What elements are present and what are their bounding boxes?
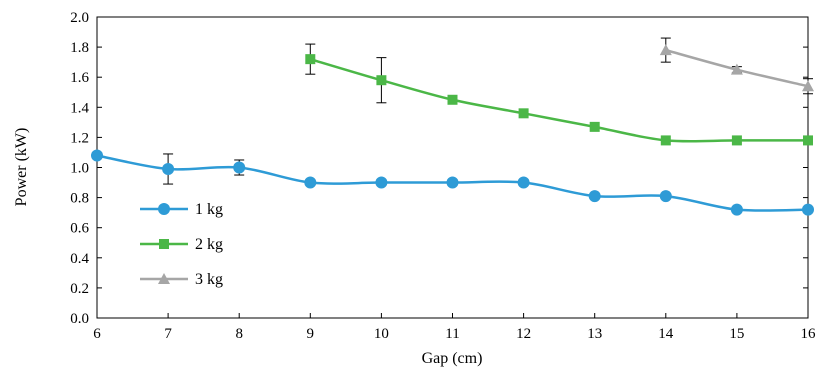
x-tick-label: 13 [587, 326, 602, 342]
data-point [162, 163, 175, 176]
x-tick-label: 10 [374, 326, 389, 342]
y-tick-label: 0.4 [70, 251, 89, 267]
x-tick-label: 6 [93, 326, 101, 342]
y-tick-label: 1.4 [70, 100, 89, 116]
legend-marker [159, 239, 169, 249]
legend-marker [158, 273, 170, 284]
data-point [803, 135, 813, 146]
data-point [731, 135, 742, 146]
x-tick-label: 9 [307, 326, 315, 342]
data-point [233, 161, 246, 174]
x-tick-label: 12 [516, 326, 531, 342]
data-point [659, 44, 672, 56]
data-point [802, 80, 814, 92]
data-point [91, 149, 103, 162]
data-point [305, 54, 316, 65]
x-tick-label: 14 [658, 326, 674, 342]
x-tick-label: 7 [164, 326, 172, 342]
x-tick-label: 16 [801, 326, 817, 342]
legend-label: 3 kg [195, 271, 223, 288]
legend-item-2: 2 kg [140, 236, 223, 253]
y-tick-label: 0.8 [70, 191, 89, 207]
x-tick-label: 15 [729, 326, 744, 342]
series-layer [91, 37, 814, 216]
data-point [588, 190, 601, 203]
x-tick-label: 8 [235, 326, 243, 342]
y-tick-label: 1.8 [70, 40, 89, 56]
legend: 1 kg 2 kg 3 kg [140, 201, 223, 288]
data-point [802, 203, 814, 216]
data-point [517, 176, 530, 189]
data-point [304, 176, 317, 189]
series-3 [659, 37, 814, 95]
y-tick-label: 2.0 [70, 10, 89, 26]
legend-label: 2 kg [195, 236, 223, 253]
legend-item-3: 3 kg [140, 271, 223, 288]
x-axis-title: Gap (cm) [422, 350, 483, 367]
y-tick-label: 1.6 [70, 70, 89, 86]
axes: 0.0 0.2 0.4 0.6 0.8 1.0 1.2 1.4 1.6 1.8 2.0 6 7 8 9 10 1… [70, 10, 816, 342]
series-1 [91, 149, 814, 216]
y-tick-label: 1.2 [70, 130, 89, 146]
data-point [589, 121, 600, 132]
data-point [730, 63, 743, 75]
data-point [730, 203, 743, 216]
data-point [375, 176, 388, 189]
legend-item-1: 1 kg [140, 201, 223, 218]
y-tick-label: 0.6 [70, 221, 89, 237]
data-point [447, 94, 458, 105]
data-point [660, 135, 671, 146]
legend-label: 1 kg [195, 201, 223, 218]
x-tick-label: 11 [445, 326, 459, 342]
series-line [309, 57, 808, 143]
data-point [446, 176, 459, 189]
data-point [659, 190, 672, 203]
y-tick-label: 0.0 [70, 311, 89, 327]
data-point [376, 75, 387, 86]
series-2 [305, 43, 813, 146]
legend-marker [158, 203, 170, 215]
data-point [518, 108, 529, 119]
y-axis-title: Power (kW) [13, 128, 30, 207]
y-tick-label: 1.0 [70, 161, 89, 177]
y-tick-label: 0.2 [70, 281, 89, 297]
